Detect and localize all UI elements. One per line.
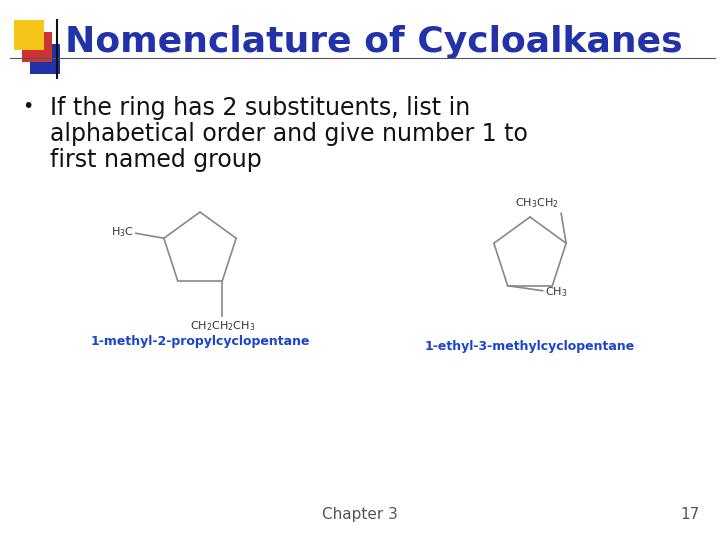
Bar <box>22 32 52 62</box>
Bar <box>30 44 60 74</box>
Text: Chapter 3: Chapter 3 <box>322 507 398 522</box>
Text: 1-ethyl-3-methylcyclopentane: 1-ethyl-3-methylcyclopentane <box>425 340 635 353</box>
Text: •: • <box>22 97 34 116</box>
Text: H$_3$C: H$_3$C <box>111 225 134 239</box>
Text: CH$_3$CH$_2$: CH$_3$CH$_2$ <box>516 197 559 210</box>
Text: 1-methyl-2-propylcyclopentane: 1-methyl-2-propylcyclopentane <box>90 335 310 348</box>
Text: 17: 17 <box>680 507 700 522</box>
Bar <box>14 20 44 50</box>
Text: CH$_3$: CH$_3$ <box>544 285 567 299</box>
Text: first named group: first named group <box>50 148 262 172</box>
Text: alphabetical order and give number 1 to: alphabetical order and give number 1 to <box>50 122 528 146</box>
Text: If the ring has 2 substituents, list in: If the ring has 2 substituents, list in <box>50 96 470 120</box>
Text: CH$_2$CH$_2$CH$_3$: CH$_2$CH$_2$CH$_3$ <box>189 319 255 333</box>
Text: Nomenclature of Cycloalkanes: Nomenclature of Cycloalkanes <box>65 25 683 59</box>
